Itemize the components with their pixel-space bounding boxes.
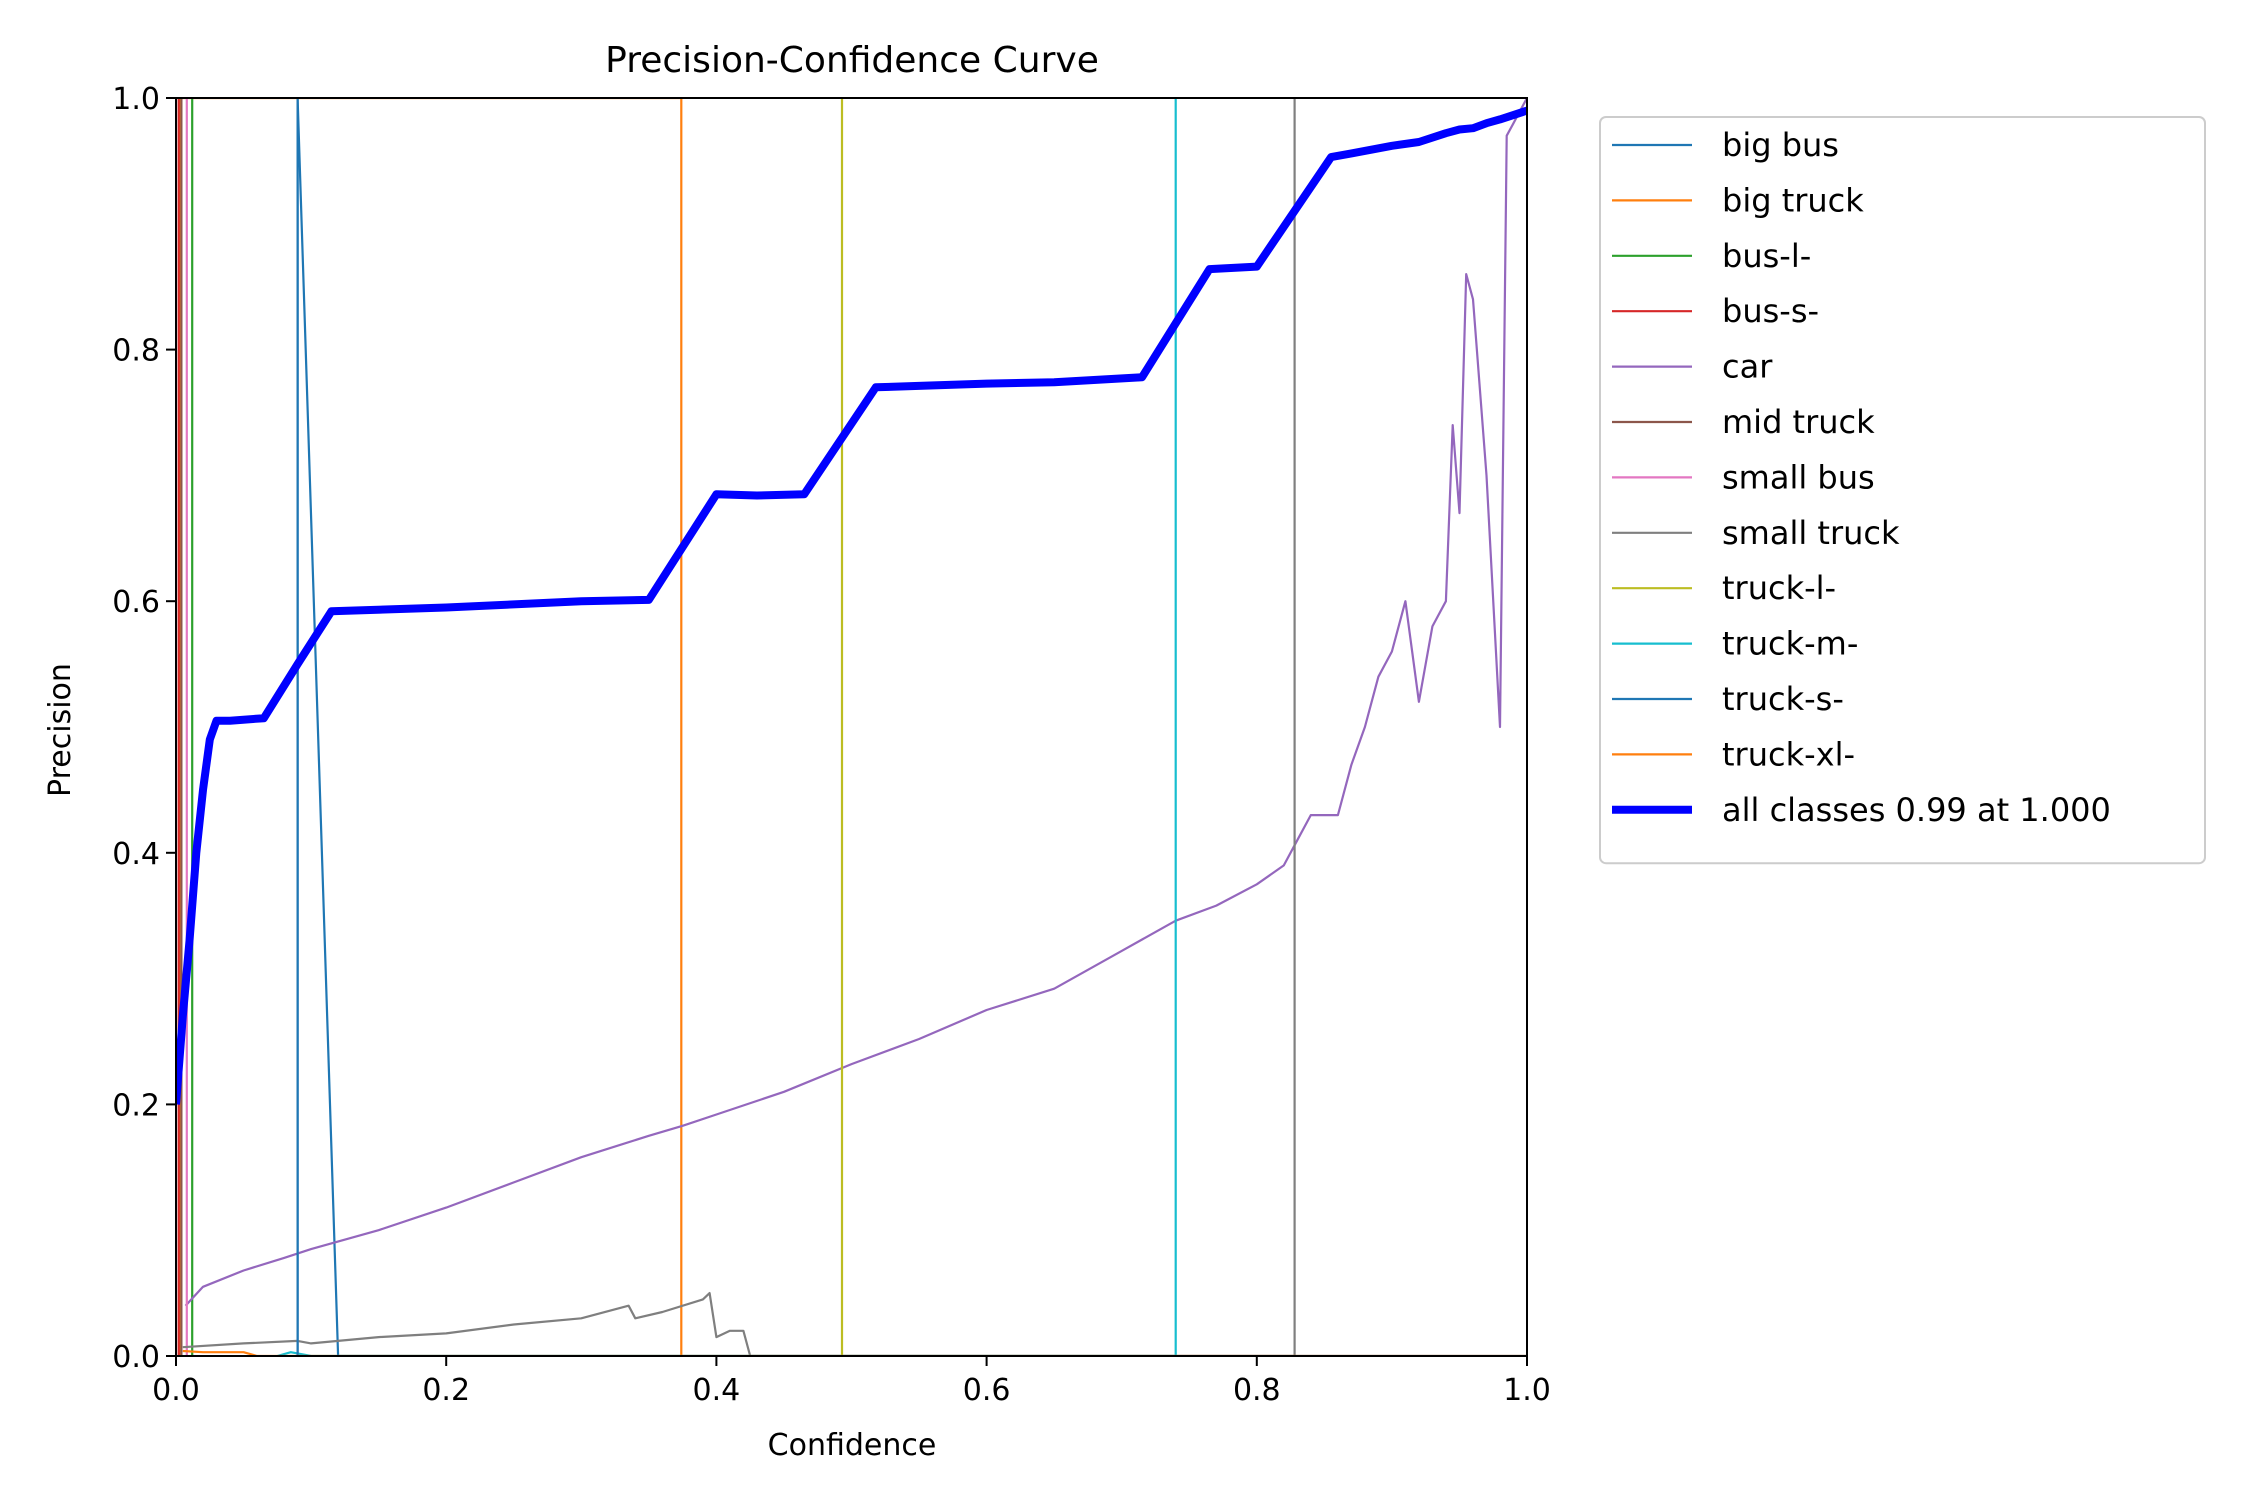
chart-title: Precision-Confidence Curve	[605, 40, 1099, 81]
legend-label: all classes 0.99 at 1.000	[1722, 791, 2111, 829]
legend-label: bus-s-	[1722, 292, 1819, 330]
legend-label: truck-l-	[1722, 569, 1836, 607]
y-tick-label: 0.8	[112, 334, 160, 369]
legend-label: car	[1722, 348, 1773, 386]
legend-label: truck-m-	[1722, 625, 1858, 663]
series-line-big-truck	[179, 98, 683, 1356]
axis-ticks: 0.0 0.2 0.4 0.6 0.8 1.0 0.0 0.2 0.4 0.6 0.8 1.0	[112, 82, 1551, 1408]
x-tick-label: 1.0	[1503, 1373, 1551, 1408]
series-line-all-classes-0-99-at-1-000	[176, 106, 1527, 1105]
legend-box	[1599, 116, 2206, 865]
x-tick-label: 0.0	[152, 1373, 200, 1408]
axes-frame	[175, 97, 1528, 1357]
y-tick-label: 0.4	[112, 837, 160, 872]
x-tick-label: 0.2	[422, 1373, 470, 1408]
series-line-truck-xl	[182, 1349, 1527, 1356]
legend-label: small bus	[1722, 458, 1875, 496]
series-line-small-truck	[182, 98, 1296, 1356]
series-lines	[176, 98, 1527, 1356]
y-tick-label: 1.0	[112, 82, 160, 117]
y-tick-label: 0.2	[112, 1088, 160, 1123]
y-axis-label: Precision	[43, 663, 78, 797]
legend-label: small truck	[1722, 514, 1900, 552]
series-line-car	[184, 98, 1527, 1307]
legend-label: big bus	[1722, 126, 1839, 164]
legend-label: truck-s-	[1722, 680, 1844, 718]
x-tick-label: 0.8	[1233, 1373, 1281, 1408]
legend: big bus big truck bus-l-bus-s-car mid truck…	[1599, 116, 2206, 865]
series-line-truck-m	[277, 98, 1177, 1356]
x-tick-label: 0.4	[693, 1373, 741, 1408]
legend-label: bus-l-	[1722, 237, 1811, 275]
legend-label: truck-xl-	[1722, 735, 1855, 773]
x-tick-label: 0.6	[963, 1373, 1011, 1408]
legend-label: mid truck	[1722, 403, 1875, 441]
plot-area	[176, 98, 1527, 1356]
y-tick-label: 0.0	[112, 1340, 160, 1375]
x-axis-label: Confidence	[768, 1428, 937, 1463]
legend-label: big truck	[1722, 181, 1864, 219]
y-tick-label: 0.6	[112, 585, 160, 620]
